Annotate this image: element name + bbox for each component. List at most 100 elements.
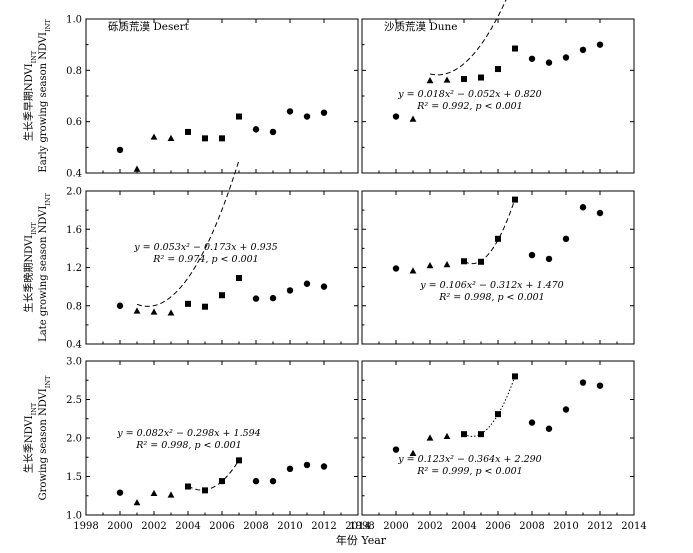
point-triangle	[133, 307, 141, 314]
fit-equation: y = 0.106x² − 0.312x + 1.470	[419, 280, 563, 291]
point-square	[185, 128, 191, 135]
x-tick-label: 2004	[175, 521, 200, 532]
point-triangle	[167, 491, 175, 498]
x-tick-label: 2014	[345, 521, 370, 532]
point-square	[236, 275, 242, 282]
x-tick-label: 2008	[519, 521, 544, 532]
x-tick-label: 2014	[621, 521, 646, 532]
point-circle	[320, 109, 328, 116]
y-tick-label: 0.6	[66, 117, 82, 128]
point-square	[478, 431, 484, 438]
point-circle	[269, 477, 277, 485]
point-circle	[252, 126, 260, 133]
y-tick-label: 2.0	[66, 187, 82, 198]
point-square	[202, 135, 208, 142]
point-square	[461, 76, 467, 83]
fit-statistics: R² = 0.998, p < 0.001	[438, 292, 544, 303]
point-triangle	[426, 77, 434, 84]
fit-equation: y = 0.018x² − 0.052x + 0.820	[397, 89, 541, 100]
point-circle	[528, 251, 536, 259]
point-circle	[116, 302, 124, 309]
y-tick-label: 1.0	[66, 511, 82, 522]
point-square	[219, 135, 225, 142]
point-square	[236, 457, 242, 464]
point-square	[512, 196, 518, 203]
point-square	[461, 431, 467, 438]
y-tick-label: 0.8	[66, 301, 82, 312]
point-square	[512, 45, 518, 52]
point-triangle	[443, 76, 451, 83]
fit-statistics: R² = 0.992, p < 0.001	[416, 101, 522, 112]
point-triangle	[150, 133, 158, 140]
point-circle	[286, 108, 294, 115]
y-tick-label: 1.6	[66, 225, 82, 236]
x-tick-label: 2010	[553, 521, 578, 532]
point-triangle	[133, 499, 141, 506]
fit-curve	[429, 0, 507, 76]
point-triangle	[167, 134, 175, 141]
point-circle	[286, 465, 294, 472]
fit-equation: y = 0.082x² − 0.298x + 1.594	[116, 428, 260, 439]
point-circle	[392, 446, 400, 453]
point-circle	[596, 41, 604, 48]
fit-statistics: R² = 0.999, p < 0.001	[416, 466, 522, 477]
panel-frame	[85, 18, 359, 174]
fit-equation: y = 0.123x² − 0.364x + 2.290	[397, 454, 541, 465]
x-tick-label: 2004	[451, 521, 476, 532]
fit-curve	[463, 198, 516, 265]
y-tick-label: 0.8	[66, 66, 82, 77]
fit-curve	[187, 459, 240, 491]
y-tick-label: 2.0	[66, 434, 82, 445]
text-labels: 0.4 0.6 0.8 1.0 0.4 0.8 1.2 1.6 2.0 1.0 1.5 2.0 2.5 3…	[22, 15, 647, 548]
y-tick-label: 0.4	[66, 340, 82, 351]
point-circle	[579, 204, 587, 211]
point-circle	[596, 382, 604, 389]
point-circle	[269, 128, 277, 136]
point-circle	[545, 59, 553, 66]
point-circle	[116, 489, 124, 496]
fit-curves	[136, 0, 516, 491]
point-triangle	[150, 308, 158, 315]
point-circle	[562, 54, 570, 61]
fit-statistics: R² = 0.974, p < 0.001	[152, 254, 258, 265]
point-circle	[579, 46, 587, 53]
point-circle	[320, 283, 328, 290]
fit-equation: y = 0.053x² − 0.173x + 0.935	[133, 242, 277, 253]
point-square	[461, 258, 467, 265]
y-axis-label-en: Late growing season NDVIINT	[38, 192, 52, 342]
point-square	[185, 483, 191, 490]
fit-statistics: R² = 0.998, p < 0.001	[135, 440, 241, 451]
point-circle	[392, 265, 400, 272]
x-axis-label: 年份 Year	[336, 533, 387, 547]
point-square	[202, 487, 208, 494]
panel-frame	[361, 360, 635, 516]
panel-frame	[85, 190, 359, 345]
point-triangle	[167, 309, 175, 316]
y-axis-label-cn: 生长季早期NDVIINT	[22, 50, 38, 141]
x-tick-label: 1998	[349, 521, 374, 532]
point-circle	[116, 146, 124, 154]
x-tick-label: 2006	[209, 521, 234, 532]
point-circle	[320, 463, 328, 470]
fit-curve	[136, 160, 240, 307]
y-tick-label: 1.2	[66, 263, 82, 274]
y-axis-label-en: Growing season NDVIINT	[38, 375, 52, 500]
point-square	[202, 303, 208, 310]
x-tick-label: 2010	[277, 521, 302, 532]
panel-title: 砾质荒漠 Desert	[108, 20, 190, 33]
axis-ticks	[85, 18, 635, 516]
point-circle	[303, 280, 311, 287]
point-square	[219, 478, 225, 485]
y-axis-label-en: Early growing season NDVIINT	[38, 19, 52, 173]
y-axis-label-cn: 生长季晚期NDVIINT	[22, 222, 38, 313]
panel-title: 沙质荒漠 Dune	[384, 21, 458, 33]
data-points	[116, 41, 604, 506]
point-square	[478, 258, 484, 265]
point-triangle	[443, 261, 451, 268]
point-square	[495, 411, 501, 418]
point-circle	[252, 295, 260, 302]
point-circle	[528, 419, 536, 426]
point-square	[495, 66, 501, 73]
point-triangle	[409, 267, 417, 274]
x-tick-label: 2006	[485, 521, 510, 532]
